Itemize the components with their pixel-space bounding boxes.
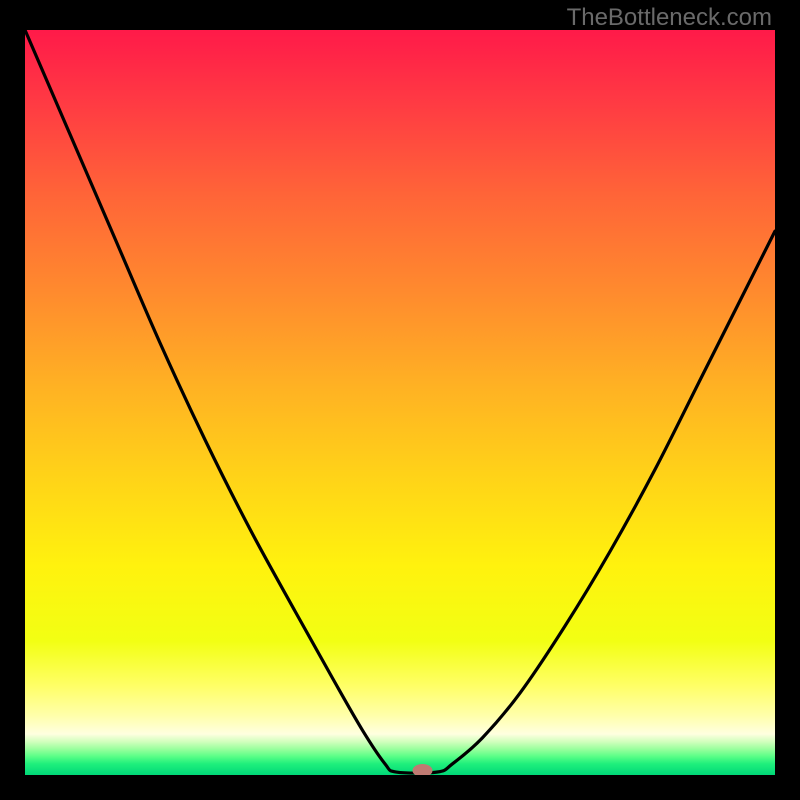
gradient-background xyxy=(25,30,775,775)
plot-svg xyxy=(25,30,775,775)
chart-frame: TheBottleneck.com xyxy=(0,0,800,800)
plot-area xyxy=(25,30,775,775)
watermark-text: TheBottleneck.com xyxy=(567,4,772,32)
